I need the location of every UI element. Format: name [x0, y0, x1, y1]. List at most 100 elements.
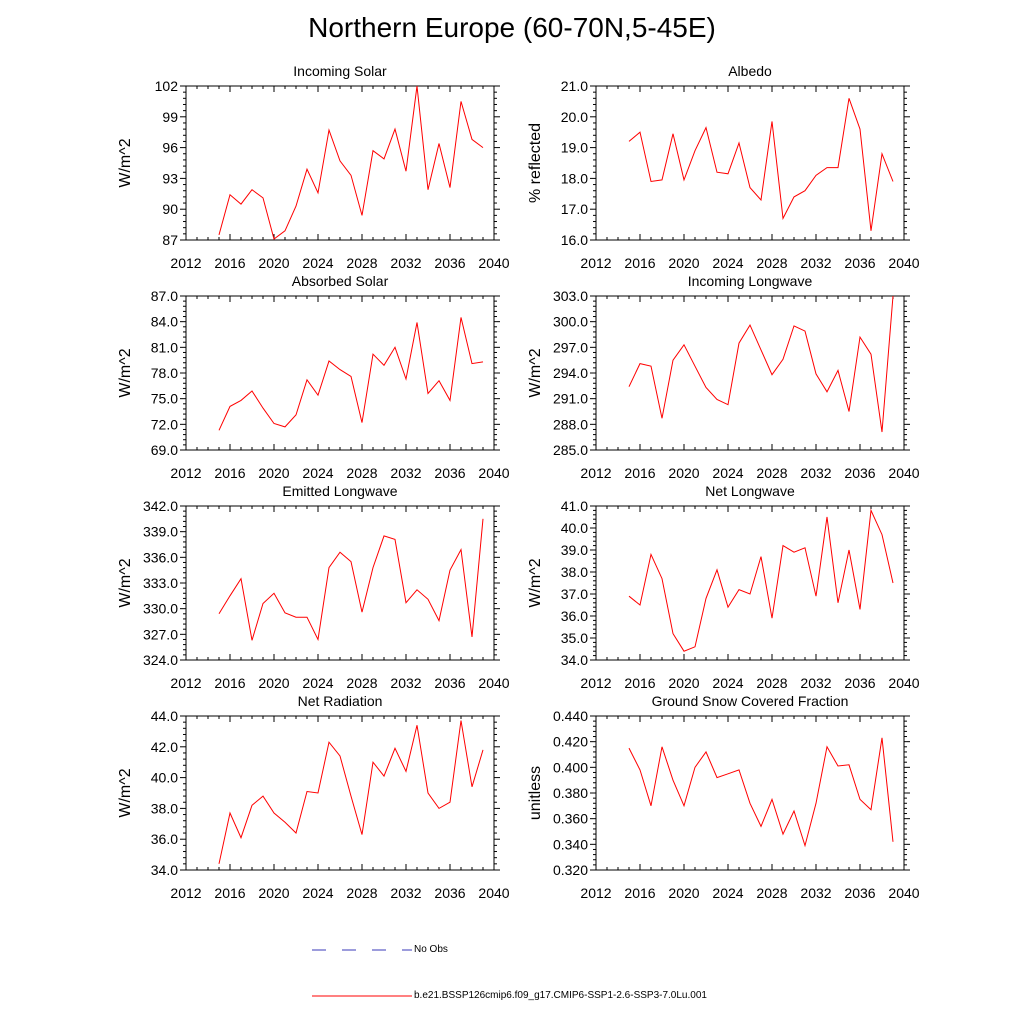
chart-absorbed-solar-ytick-label: 81.0: [151, 339, 178, 355]
chart-incoming-longwave-xtick-label: 2012: [580, 465, 611, 481]
chart-emitted-longwave-frame: [185, 505, 495, 661]
chart-net-radiation-xtick-label: 2012: [170, 885, 201, 901]
chart-incoming-solar-ytick-label: 93: [162, 170, 178, 186]
chart-ground-snow-covered-fraction-ytick-label: 0.420: [553, 734, 588, 750]
chart-albedo-xtick-label: 2024: [712, 255, 743, 271]
chart-albedo-xtick-label: 2016: [624, 255, 655, 271]
chart-emitted-longwave-title: Emitted Longwave: [282, 483, 397, 499]
chart-net-radiation-xtick-label: 2028: [346, 885, 377, 901]
chart-incoming-solar-xtick-label: 2032: [390, 255, 421, 271]
chart-absorbed-solar-xtick-label: 2028: [346, 465, 377, 481]
chart-absorbed-solar-ytick-label: 87.0: [151, 288, 178, 304]
chart-incoming-solar: 2012 2016 2020 2024 2028 2032 2036 2040 87 90 93 96…: [117, 63, 510, 271]
chart-net-longwave-xtick-label: 2024: [712, 675, 743, 691]
chart-incoming-longwave-ytick-label: 300.0: [553, 314, 588, 330]
chart-albedo-ylabel: % reflected: [527, 123, 544, 203]
chart-albedo-xtick-label: 2012: [580, 255, 611, 271]
chart-albedo-frame: [595, 85, 905, 241]
chart-absorbed-solar-xtick-label: 2036: [434, 465, 465, 481]
chart-emitted-longwave-ytick-label: 324.0: [143, 652, 178, 668]
chart-net-radiation-title: Net Radiation: [298, 693, 383, 709]
chart-absorbed-solar-xtick-label: 2012: [170, 465, 201, 481]
chart-incoming-longwave-ytick-label: 303.0: [553, 288, 588, 304]
chart-incoming-solar-xtick-label: 2012: [170, 255, 201, 271]
chart-net-longwave-xtick-label: 2012: [580, 675, 611, 691]
chart-net-longwave-ytick-label: 37.0: [561, 586, 588, 602]
chart-incoming-solar-xtick-label: 2020: [258, 255, 289, 271]
chart-albedo-ytick-label: 19.0: [561, 140, 588, 156]
chart-absorbed-solar-xtick-label: 2024: [302, 465, 333, 481]
chart-emitted-longwave: 2012 2016 2020 2024 2028 2032 2036 2040 324.0 327…: [117, 483, 510, 691]
chart-albedo-ytick-label: 16.0: [561, 232, 588, 248]
chart-net-longwave-ytick-label: 39.0: [561, 542, 588, 558]
chart-net-longwave-xtick-label: 2016: [624, 675, 655, 691]
chart-net-radiation-ytick-label: 38.0: [151, 800, 178, 816]
chart-net-radiation-ytick-label: 36.0: [151, 831, 178, 847]
chart-net-radiation-xtick-label: 2036: [434, 885, 465, 901]
chart-absorbed-solar-xtick-label: 2020: [258, 465, 289, 481]
chart-absorbed-solar-xtick-label: 2040: [478, 465, 509, 481]
chart-ground-snow-covered-fraction-xtick-label: 2028: [756, 885, 787, 901]
chart-albedo-xtick-label: 2040: [888, 255, 919, 271]
chart-absorbed-solar-xtick-label: 2032: [390, 465, 421, 481]
chart-ground-snow-covered-fraction-ytick-label: 0.340: [553, 836, 588, 852]
chart-incoming-solar-ytick-label: 87: [162, 232, 178, 248]
chart-emitted-longwave-ytick-label: 330.0: [143, 601, 178, 617]
chart-emitted-longwave-xtick-label: 2016: [214, 675, 245, 691]
chart-emitted-longwave-series-line: [218, 518, 484, 642]
chart-absorbed-solar-ylabel: W/m^2: [117, 348, 134, 397]
chart-net-radiation: 2012 2016 2020 2024 2028 2032 2036 2040 34.0 36.0…: [117, 693, 510, 901]
chart-albedo-ytick-label: 17.0: [561, 201, 588, 217]
chart-absorbed-solar-frame: [185, 295, 495, 451]
chart-incoming-longwave-xtick-label: 2020: [668, 465, 699, 481]
chart-ground-snow-covered-fraction-series-line: [628, 737, 894, 848]
chart-albedo: 2012 2016 2020 2024 2028 2032 2036 2040 16.0 17.0…: [527, 63, 920, 271]
chart-absorbed-solar-series-line: [218, 317, 484, 431]
chart-emitted-longwave-ytick-label: 339.0: [143, 524, 178, 540]
chart-emitted-longwave-xtick-label: 2036: [434, 675, 465, 691]
chart-incoming-longwave-title: Incoming Longwave: [688, 273, 813, 289]
chart-albedo-xtick-label: 2032: [800, 255, 831, 271]
chart-net-longwave: 2012 2016 2020 2024 2028 2032 2036 2040 34.0 35.0…: [527, 483, 920, 691]
chart-absorbed-solar-title: Absorbed Solar: [292, 273, 389, 289]
chart-incoming-solar-ylabel: W/m^2: [117, 138, 134, 187]
chart-net-longwave-ytick-label: 40.0: [561, 520, 588, 536]
chart-net-longwave-xtick-label: 2032: [800, 675, 831, 691]
chart-incoming-solar-ytick-label: 90: [162, 201, 178, 217]
chart-incoming-solar-frame: [185, 85, 495, 241]
chart-ground-snow-covered-fraction-ytick-label: 0.380: [553, 785, 588, 801]
chart-incoming-longwave: 2012 2016 2020 2024 2028 2032 2036 2040 285.0 288…: [527, 273, 920, 481]
chart-net-radiation-ytick-label: 44.0: [151, 708, 178, 724]
chart-ground-snow-covered-fraction-xtick-label: 2032: [800, 885, 831, 901]
chart-net-longwave-ytick-label: 41.0: [561, 498, 588, 514]
chart-albedo-ytick-label: 20.0: [561, 109, 588, 125]
chart-albedo-series-line: [628, 98, 894, 231]
chart-net-radiation-xtick-label: 2016: [214, 885, 245, 901]
chart-net-longwave-xtick-label: 2036: [844, 675, 875, 691]
chart-emitted-longwave-ytick-label: 336.0: [143, 549, 178, 565]
chart-incoming-solar-xtick-label: 2040: [478, 255, 509, 271]
chart-ground-snow-covered-fraction: 2012 2016 2020 2024 2028 2032 2036 2040 0.320 0.3…: [527, 693, 920, 901]
chart-incoming-solar-xtick-label: 2016: [214, 255, 245, 271]
chart-absorbed-solar-ytick-label: 75.0: [151, 391, 178, 407]
chart-net-longwave-ytick-label: 38.0: [561, 564, 588, 580]
chart-emitted-longwave-xtick-label: 2012: [170, 675, 201, 691]
chart-incoming-solar-xtick-label: 2024: [302, 255, 333, 271]
chart-albedo-title: Albedo: [728, 63, 772, 79]
chart-net-longwave-xtick-label: 2020: [668, 675, 699, 691]
chart-net-radiation-ytick-label: 34.0: [151, 862, 178, 878]
chart-incoming-longwave-ytick-label: 294.0: [553, 365, 588, 381]
chart-net-longwave-xtick-label: 2040: [888, 675, 919, 691]
chart-incoming-longwave-ytick-label: 288.0: [553, 416, 588, 432]
chart-absorbed-solar-ytick-label: 78.0: [151, 365, 178, 381]
chart-incoming-longwave-ytick-label: 285.0: [553, 442, 588, 458]
chart-emitted-longwave-ytick-label: 342.0: [143, 498, 178, 514]
chart-incoming-solar-xtick-label: 2028: [346, 255, 377, 271]
chart-incoming-solar-xtick-label: 2036: [434, 255, 465, 271]
chart-net-radiation-xtick-label: 2020: [258, 885, 289, 901]
chart-net-longwave-series-line: [628, 508, 894, 652]
chart-ground-snow-covered-fraction-ytick-label: 0.440: [553, 708, 588, 724]
chart-emitted-longwave-xtick-label: 2040: [478, 675, 509, 691]
chart-incoming-solar-ytick-label: 99: [162, 109, 178, 125]
chart-absorbed-solar-xtick-label: 2016: [214, 465, 245, 481]
